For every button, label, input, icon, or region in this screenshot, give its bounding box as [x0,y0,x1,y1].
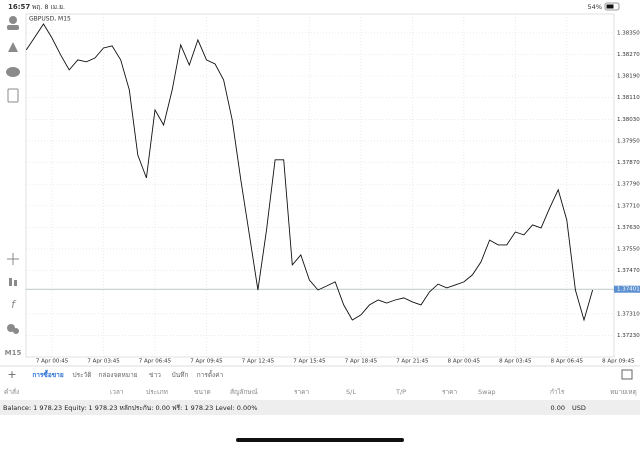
x-tick-label: 8 Apr 06:45 [551,359,584,365]
plot-frame [25,13,615,358]
column-header: ประเภท [146,388,168,396]
indicator-icon[interactable]: f [11,298,17,311]
balance-bar [0,400,640,415]
tab-bar: + การซื้อขาย ประวัติ กล่องจดหมาย ข่าว บันทึก ก… [7,368,633,381]
tab[interactable]: การตั้งค่า [197,370,224,379]
trade-icon[interactable] [8,42,18,52]
x-tick-label: 8 Apr 03:45 [499,359,532,365]
current-price-box [614,285,640,293]
x-tick-label: 8 Apr 00:45 [448,359,481,365]
y-tick-label: 1.37550 [617,246,640,252]
balance-text: Balance: 1 978.23 Equity: 1 978.23 หลักป… [3,404,257,412]
y-tick-label: 1.37310 [617,311,640,317]
table-header: คำสั่ง เวลา ประเภท ขนาด สัญลักษณ์ ราคา S/L T/P ร… [4,387,637,396]
y-tick-label: 1.37710 [617,203,640,209]
y-tick-label: 1.37790 [617,182,640,188]
y-tick-label: 1.37230 [617,333,640,339]
objects-icon[interactable] [7,324,15,332]
chart-title: GBPUSD, M15 [29,16,71,23]
x-tick-label: 7 Apr 06:45 [139,359,172,365]
column-header: กำไร [550,388,565,396]
timeframe-button[interactable]: M15 [5,349,22,357]
home-indicator [236,438,404,442]
column-header: S/L [346,388,356,396]
account-icon[interactable] [9,16,17,24]
tab[interactable]: กล่องจดหมาย [98,371,137,379]
battery-icon [604,2,620,11]
candle-icon[interactable] [9,278,12,286]
column-header: สัญลักษณ์ [230,388,258,396]
x-tick-label: 7 Apr 15:45 [293,359,326,365]
y-tick-label: 1.37470 [617,268,640,274]
chart: GBPUSD, M15 1.38350 1.38270 1.38190 1.38110… [25,13,640,365]
y-tick-label: 1.38270 [617,52,640,58]
y-tick-label: 1.37950 [617,138,640,144]
profit-value: 0.00 [551,404,565,412]
column-header: ขนาด [194,388,211,396]
column-header: T/P [395,388,406,396]
layout-button[interactable] [621,369,633,380]
column-header: ราคา [294,388,309,396]
current-price-label: 1.37401 [617,287,640,293]
y-tick-label: 1.37870 [617,160,640,166]
chat-icon[interactable] [6,67,20,77]
x-tick-label: 7 Apr 21:45 [396,359,429,365]
y-tick-label: 1.38190 [617,74,640,80]
x-tick-label: 7 Apr 18:45 [345,359,378,365]
objects-icon-2 [13,328,19,334]
column-header: หมายเหตุ [610,388,637,396]
tab[interactable]: การซื้อขาย [32,369,63,379]
status-date: พฤ. 8 เม.ย. [32,3,65,11]
add-button[interactable]: + [7,368,16,381]
status-time: 16:57 [8,3,30,11]
tab[interactable]: ข่าว [149,371,161,379]
document-icon[interactable] [7,88,19,103]
battery-percent: 54% [588,3,602,11]
y-tick-label: 1.38030 [617,117,640,123]
x-tick-label: 7 Apr 12:45 [242,359,275,365]
x-tick-label: 7 Apr 09:45 [190,359,223,365]
column-header: เวลา [110,388,124,396]
y-tick-label: 1.37630 [617,225,640,231]
column-header: คำสั่ง [4,387,19,396]
crosshair-icon[interactable] [7,253,19,265]
account-icon-body [7,25,19,30]
candle-icon-2 [14,280,17,286]
tab[interactable]: บันทึก [172,371,189,379]
y-tick-label: 1.38350 [617,30,640,36]
price-line [25,23,594,322]
battery-level [606,4,614,9]
currency: USD [572,404,586,412]
x-tick-label: 8 Apr 09:45 [602,359,635,365]
x-tick-label: 7 Apr 00:45 [36,359,69,365]
tab[interactable]: ประวัติ [73,371,92,379]
column-header: ราคา [442,388,457,396]
column-header: Swap [478,388,496,396]
x-tick-label: 7 Apr 03:45 [87,359,120,365]
y-tick-label: 1.38110 [617,95,640,101]
